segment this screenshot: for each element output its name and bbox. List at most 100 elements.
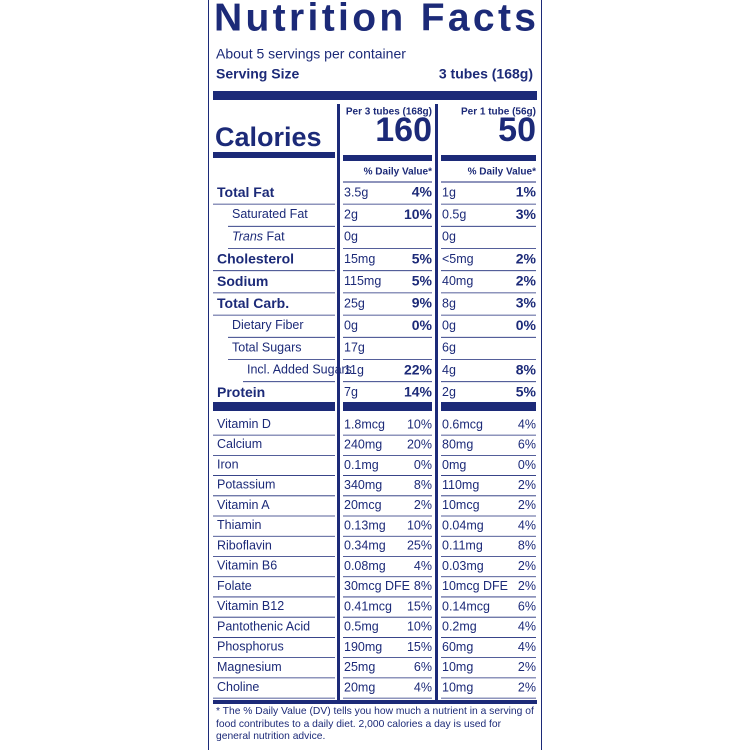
daily-value: 3%	[516, 295, 537, 311]
amount: 15mg	[344, 252, 375, 266]
daily-value: 6%	[518, 599, 536, 613]
nutrient-name-text: Vitamin D	[217, 417, 271, 431]
amount: 10mg	[442, 660, 473, 674]
daily-value: 15%	[407, 599, 432, 613]
daily-value: 2%	[518, 579, 536, 593]
bar	[343, 402, 432, 411]
nutrient-name-italic: Trans	[232, 230, 263, 244]
daily-value: 6%	[518, 438, 536, 452]
daily-value: 2%	[518, 660, 536, 674]
nutrient-name: Sodium	[217, 273, 268, 289]
nutrient-name: Trans Fat	[232, 230, 285, 244]
dv-heading: % Daily Value*	[468, 167, 536, 178]
nutrient-name-text: Pantothenic Acid	[217, 620, 310, 634]
nutrient-name: Choline	[217, 680, 259, 694]
nutrient-name-text: Incl. Added Sugars	[247, 363, 352, 377]
amount: 0.5g	[442, 207, 466, 221]
amount: 0.13mg	[344, 518, 386, 532]
nutrient-name-text: Protein	[217, 384, 265, 400]
daily-value: 22%	[404, 361, 433, 377]
amount: 1.8mcg	[344, 417, 385, 431]
nutrient-name: Cholesterol	[217, 250, 294, 266]
amount: 6g	[442, 341, 456, 355]
amount: 0.03mg	[442, 559, 484, 573]
amount: 25g	[344, 296, 365, 310]
nutrient-name: Folate	[217, 579, 252, 593]
daily-value: 3%	[516, 206, 537, 222]
daily-value: 0%	[518, 458, 536, 472]
amount: 110mg	[442, 478, 479, 492]
amount: 17g	[344, 341, 365, 355]
daily-value: 4%	[518, 620, 536, 634]
daily-value: 15%	[407, 640, 432, 654]
daily-value: 9%	[412, 295, 433, 311]
amount: 0mg	[442, 458, 466, 472]
daily-value: 2%	[516, 250, 537, 266]
daily-value: 4%	[518, 417, 536, 431]
nutrient-name-text: Iron	[217, 458, 239, 472]
nutrient-name: Total Sugars	[232, 341, 301, 355]
daily-value: 0%	[412, 317, 433, 333]
daily-value: 2%	[414, 498, 432, 512]
amount: 0.04mg	[442, 518, 484, 532]
daily-value: 4%	[518, 518, 536, 532]
nutrient-name-text: Phosphorus	[217, 640, 284, 654]
daily-value: 5%	[412, 273, 433, 289]
daily-value: 4%	[412, 184, 433, 200]
daily-value: 0%	[414, 458, 432, 472]
daily-value: 14%	[404, 384, 433, 400]
nutrient-name: Vitamin A	[217, 498, 270, 512]
daily-value: 8%	[414, 478, 432, 492]
title: Nutrition Facts	[214, 0, 536, 39]
nutrient-name-text: Choline	[217, 680, 259, 694]
nutrient-name-text: Dietary Fiber	[232, 318, 304, 332]
nutrient-name-text: Potassium	[217, 478, 275, 492]
amount: 10mg	[442, 680, 473, 694]
amount: 11g	[344, 363, 364, 377]
amount: 340mg	[344, 478, 382, 492]
daily-value: 5%	[412, 250, 433, 266]
daily-value: 1%	[516, 184, 537, 200]
amount: 0.2mg	[442, 620, 477, 634]
daily-value: 0%	[516, 317, 537, 333]
amount: 0g	[442, 230, 456, 244]
daily-value: 4%	[414, 680, 432, 694]
amount: 10mcg	[442, 498, 480, 512]
nutrient-name: Vitamin B6	[217, 559, 277, 573]
amount: 0.14mcg	[442, 599, 490, 613]
nutrient-name: Protein	[217, 384, 265, 400]
nutrient-name: Riboflavin	[217, 539, 272, 553]
amount: 80mg	[442, 438, 473, 452]
daily-value: 2%	[518, 498, 536, 512]
serving-size-value: 3 tubes (168g)	[439, 66, 533, 82]
nutrient-name-text: Thiamin	[217, 518, 262, 532]
amount: 4g	[442, 363, 456, 377]
amount: 10mcg DFE	[442, 579, 508, 593]
nutrient-name: Total Fat	[217, 184, 275, 200]
nutrient-name-text: Vitamin A	[217, 498, 270, 512]
amount: 0.08mg	[344, 559, 386, 573]
amount: 0.6mcg	[442, 417, 483, 431]
dv-heading: % Daily Value*	[364, 167, 432, 178]
amount: 0.34mg	[344, 539, 386, 553]
daily-value: 2%	[518, 478, 536, 492]
nutrient-name: Thiamin	[217, 518, 262, 532]
amount: 7g	[344, 385, 358, 399]
daily-value: 20%	[407, 438, 432, 452]
nutrient-name-text: Saturated Fat	[232, 207, 308, 221]
bar	[441, 402, 536, 411]
nutrient-name-text: Folate	[217, 579, 252, 593]
calories-value: 50	[498, 111, 536, 149]
amount: 1g	[442, 185, 456, 199]
amount: 115mg	[344, 274, 381, 288]
serving-size-label: Serving Size	[216, 66, 299, 82]
amount: 0.11mg	[442, 539, 483, 553]
amount: 0g	[344, 230, 358, 244]
daily-value: 25%	[407, 539, 432, 553]
amount: 60mg	[442, 640, 473, 654]
calories-label: Calories	[215, 122, 322, 152]
amount: 240mg	[344, 438, 382, 452]
nutrient-name: Saturated Fat	[232, 207, 308, 221]
nutrient-name-text: Riboflavin	[217, 539, 272, 553]
nutrient-name: Vitamin D	[217, 417, 271, 431]
